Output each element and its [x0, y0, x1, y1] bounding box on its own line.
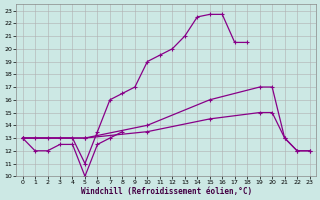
- X-axis label: Windchill (Refroidissement éolien,°C): Windchill (Refroidissement éolien,°C): [81, 187, 252, 196]
